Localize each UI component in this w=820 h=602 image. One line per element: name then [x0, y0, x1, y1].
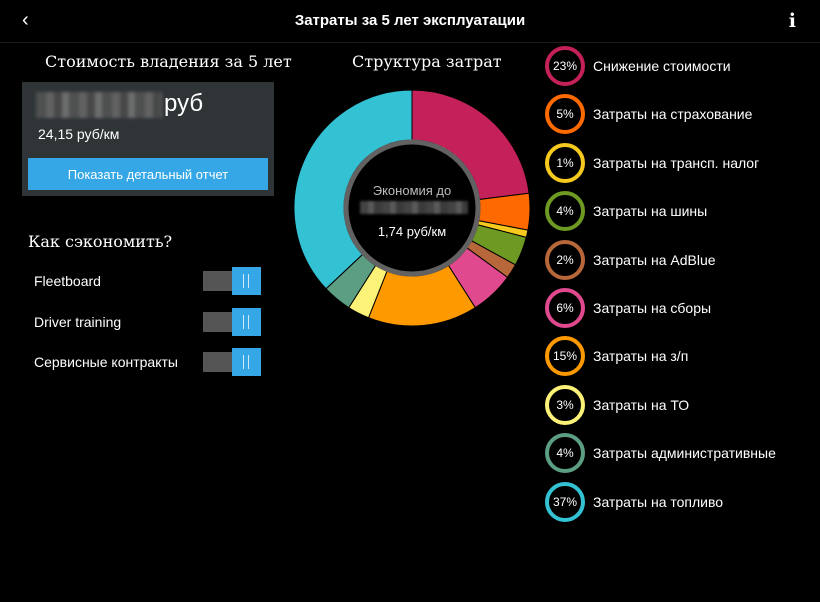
redacted-savings-value — [360, 201, 468, 214]
legend-label: Затраты на шины — [593, 203, 708, 220]
fleetboard-toggle[interactable] — [203, 267, 261, 295]
cost-structure-donut — [294, 90, 530, 326]
back-icon[interactable]: ‹ — [22, 9, 29, 31]
savings-per-km: 1,74 руб/км — [377, 224, 447, 239]
driver-training-toggle[interactable] — [203, 308, 261, 336]
toggle-row-driver-training: Driver training — [34, 308, 264, 338]
donut-slice — [294, 90, 413, 290]
page-title: Затраты за 5 лет эксплуатации — [294, 12, 526, 29]
legend-percent-ring: 15% — [545, 336, 585, 377]
legend-label: Затраты административные — [593, 445, 776, 462]
legend-percent-ring: 3% — [545, 384, 585, 425]
legend-percent-ring: 5% — [545, 94, 585, 135]
legend-percent-ring: 4% — [545, 433, 585, 474]
toggle-label: Driver training — [34, 314, 122, 330]
info-icon[interactable]: i — [788, 10, 796, 32]
legend-percent-ring: 23% — [545, 46, 585, 86]
legend-label: Затраты на з/п — [593, 348, 689, 365]
legend-percent-ring: 6% — [545, 288, 585, 328]
top-bar: ‹ Затраты за 5 лет эксплуатации i — [0, 0, 820, 43]
legend-percent-ring: 2% — [545, 239, 585, 280]
redacted-total-value — [36, 92, 162, 118]
detailed-report-button[interactable]: Показать детальный отчет — [28, 158, 268, 190]
ownership-heading: Стоимость владения за 5 лет — [45, 52, 292, 71]
legend-percent-ring: 37% — [545, 481, 585, 522]
savings-caption: Экономия до — [372, 183, 452, 198]
total-unit: руб — [164, 90, 204, 117]
cost-per-km: 24,15 руб/км — [38, 126, 120, 142]
toggle-row-service-contracts: Сервисные контракты — [34, 348, 264, 378]
legend-label: Затраты на сборы — [593, 300, 712, 316]
legend-label: Затраты на AdBlue — [593, 251, 716, 268]
savings-heading: Как сэкономить? — [28, 232, 173, 251]
legend-label: Затраты на топливо — [593, 493, 724, 510]
toggle-label: Сервисные контракты — [34, 354, 178, 370]
legend-percent-ring: 4% — [545, 191, 585, 232]
service-contracts-toggle[interactable] — [203, 348, 261, 376]
toggle-label: Fleetboard — [34, 273, 101, 289]
structure-heading: Структура затрат — [352, 52, 502, 71]
toggle-row-fleetboard: Fleetboard — [34, 267, 264, 297]
legend-label: Снижение стоимости — [593, 58, 731, 74]
legend-label: Затраты на ТО — [593, 396, 690, 413]
legend-label: Затраты на страхование — [593, 106, 753, 123]
legend-percent-ring: 1% — [545, 142, 585, 183]
legend-label: Затраты на трансп. налог — [593, 154, 760, 171]
ownership-card: руб 24,15 руб/км Показать детальный отче… — [22, 82, 274, 196]
